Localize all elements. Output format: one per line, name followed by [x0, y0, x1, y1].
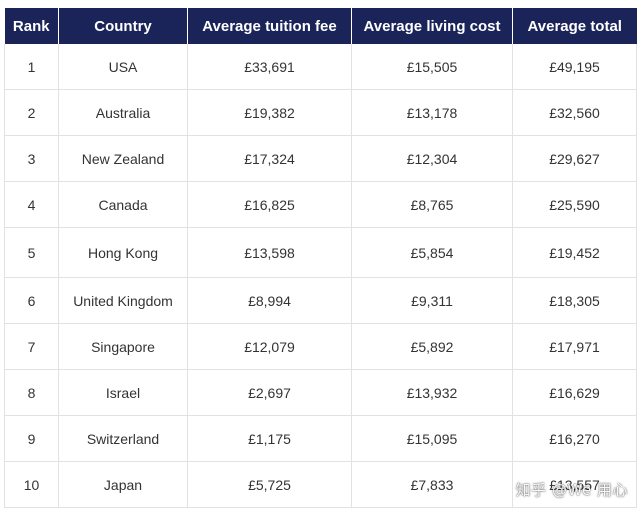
source-watermark: 知乎 @We 用心	[515, 481, 628, 499]
living-cost-cell: £13,178	[351, 89, 513, 136]
total-cell: £16,629	[512, 369, 637, 416]
living-cost-cell: £15,505	[351, 44, 513, 90]
living-cost-cell: £9,311	[351, 277, 513, 324]
table-row: 7 Singapore £12,079 £5,892 £17,971	[4, 323, 637, 370]
tuition-fee-cell: £2,697	[187, 369, 352, 416]
header-average-tuition-fee: Average tuition fee	[187, 8, 352, 44]
tuition-fee-cell: £12,079	[187, 323, 352, 370]
total-cell: £25,590	[512, 181, 637, 228]
total-cell: £13,557	[512, 461, 637, 508]
country-cell: Hong Kong	[58, 227, 188, 278]
table-row: 5 Hong Kong £13,598 £5,854 £19,452	[4, 227, 637, 278]
living-cost-cell: £5,854	[351, 227, 513, 278]
header-rank: Rank	[4, 8, 59, 44]
rank-cell: 8	[4, 369, 59, 416]
table-row: 8 Israel £2,697 £13,932 £16,629	[4, 369, 637, 416]
total-cell: £49,195	[512, 44, 637, 90]
tuition-fee-cell: £8,994	[187, 277, 352, 324]
table-header-row: Rank Country Average tuition fee Average…	[4, 8, 637, 44]
total-cell: £29,627	[512, 135, 637, 182]
tuition-fee-cell: £1,175	[187, 415, 352, 462]
tuition-fee-cell: £33,691	[187, 44, 352, 90]
living-cost-cell: £13,932	[351, 369, 513, 416]
header-country: Country	[58, 8, 188, 44]
rank-cell: 9	[4, 415, 59, 462]
living-cost-cell: £5,892	[351, 323, 513, 370]
rank-cell: 6	[4, 277, 59, 324]
total-cell: £18,305	[512, 277, 637, 324]
table-row: 9 Switzerland £1,175 £15,095 £16,270	[4, 415, 637, 462]
tuition-fee-cell: £16,825	[187, 181, 352, 228]
country-cell: Australia	[58, 89, 188, 136]
rank-cell: 1	[4, 44, 59, 90]
country-cell: Israel	[58, 369, 188, 416]
header-average-total: Average total	[512, 8, 637, 44]
table-row: 1 USA £33,691 £15,505 £49,195	[4, 44, 637, 90]
rank-cell: 2	[4, 89, 59, 136]
country-cell: Canada	[58, 181, 188, 228]
tuition-fee-cell: £5,725	[187, 461, 352, 508]
table-row: 2 Australia £19,382 £13,178 £32,560	[4, 89, 637, 136]
living-cost-cell: £8,765	[351, 181, 513, 228]
rank-cell: 7	[4, 323, 59, 370]
tuition-fee-cell: £17,324	[187, 135, 352, 182]
total-cell: £17,971	[512, 323, 637, 370]
rank-cell: 5	[4, 227, 59, 278]
tuition-fee-cell: £13,598	[187, 227, 352, 278]
country-cell: New Zealand	[58, 135, 188, 182]
country-cell: USA	[58, 44, 188, 90]
rank-cell: 4	[4, 181, 59, 228]
living-cost-cell: £7,833	[351, 461, 513, 508]
ranking-table-container: Rank Country Average tuition fee Average…	[4, 8, 637, 508]
country-cell: United Kingdom	[58, 277, 188, 324]
country-cell: Japan	[58, 461, 188, 508]
living-cost-cell: £12,304	[351, 135, 513, 182]
country-cell: Switzerland	[58, 415, 188, 462]
rank-cell: 3	[4, 135, 59, 182]
table-row: 6 United Kingdom £8,994 £9,311 £18,305	[4, 277, 637, 324]
country-cell: Singapore	[58, 323, 188, 370]
table-row: 10 Japan £5,725 £7,833 £13,557	[4, 461, 637, 508]
tuition-fee-cell: £19,382	[187, 89, 352, 136]
living-cost-cell: £15,095	[351, 415, 513, 462]
table-row: 4 Canada £16,825 £8,765 £25,590	[4, 181, 637, 228]
total-cell: £19,452	[512, 227, 637, 278]
cost-ranking-table: Rank Country Average tuition fee Average…	[4, 8, 637, 508]
table-row: 3 New Zealand £17,324 £12,304 £29,627	[4, 135, 637, 182]
total-cell: £32,560	[512, 89, 637, 136]
total-cell: £16,270	[512, 415, 637, 462]
header-average-living-cost: Average living cost	[351, 8, 513, 44]
rank-cell: 10	[4, 461, 59, 508]
